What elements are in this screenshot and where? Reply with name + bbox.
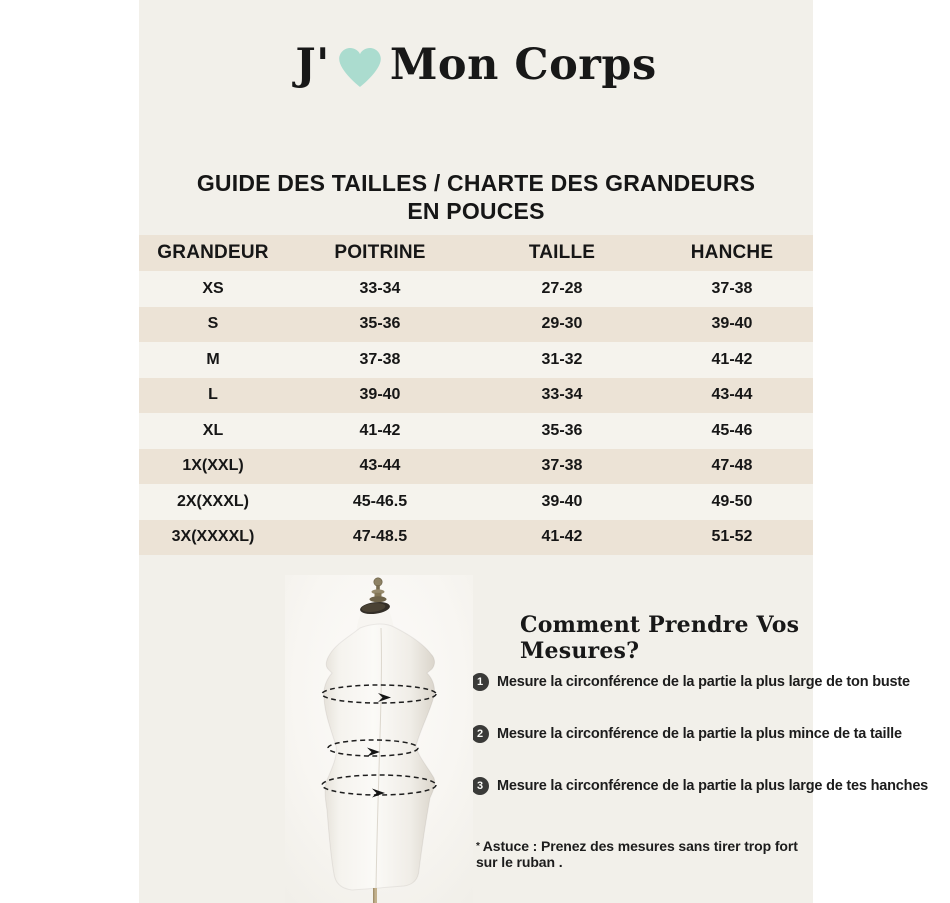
table-header-row: GRANDEUR POITRINE TAILLE HANCHE [139, 235, 813, 271]
table-cell: L [208, 386, 218, 404]
table-cell: 37-38 [711, 279, 753, 297]
table-row: 1X(XXL) 43-44 37-38 47-48 [139, 448, 813, 484]
measure-tip-text: Astuce : Prenez des mesures sans tirer t… [476, 838, 798, 870]
measure-step: 1 Mesure la circonférence de la partie la… [471, 672, 928, 691]
size-table: GRANDEUR POITRINE TAILLE HANCHE XS 33-34 27-28… [139, 235, 813, 555]
stand-pole-shadow [373, 888, 375, 903]
content-canvas: J' Mon Corps GUIDE DES TAILLES / CHARTE … [139, 0, 928, 903]
table-cell: 39-40 [541, 492, 583, 510]
waist-measure-line [327, 739, 419, 757]
table-cell: 35-36 [541, 421, 583, 439]
table-cell: TAILLE [528, 242, 596, 263]
table-cell: S [207, 315, 219, 333]
table-row: S 35-36 29-30 39-40 [139, 306, 813, 342]
table-cell: 51-52 [711, 528, 753, 546]
step-number-badge: 2 [471, 724, 489, 743]
table-row: 2X(XXXL) 45-46.5 39-40 49-50 [139, 484, 813, 520]
table-row: L 39-40 33-34 43-44 [139, 377, 813, 413]
table-cell: M [206, 350, 220, 368]
table-cell: 41-42 [359, 421, 401, 439]
table-cell: 29-30 [541, 315, 583, 333]
heart-icon [339, 47, 381, 87]
table-cell: 39-40 [711, 315, 753, 333]
table-cell: 41-42 [541, 528, 583, 546]
table-cell: HANCHE [690, 242, 774, 263]
hip-measure-line [321, 774, 437, 796]
brand-title: J' Mon Corps [139, 40, 813, 90]
table-cell: 45-46 [711, 421, 753, 439]
table-cell: 47-48 [711, 457, 753, 475]
table-row: M 37-38 31-32 41-42 [139, 342, 813, 378]
table-cell: XS [202, 279, 224, 297]
table-cell: 39-40 [359, 386, 401, 404]
table-cell: 27-28 [541, 279, 583, 297]
bust-measure-line [321, 684, 437, 704]
measures-title: Comment Prendre Vos Mesures? [520, 612, 800, 664]
stand-pole [373, 888, 377, 903]
mannequin-illustration [285, 575, 473, 903]
measure-steps: 1 Mesure la circonférence de la partie la… [471, 672, 928, 795]
table-cell: 2X(XXXL) [176, 492, 249, 510]
table-cell: 43-44 [359, 457, 401, 475]
table-cell: XL [202, 421, 224, 439]
table-row: XL 41-42 35-36 45-46 [139, 413, 813, 449]
hip-arrow-icon [372, 788, 385, 798]
measure-step: 3 Mesure la circonférence de la partie la… [471, 776, 928, 795]
table-cell: POITRINE [334, 242, 426, 263]
table-cell: 37-38 [359, 350, 401, 368]
table-cell: 31-32 [541, 350, 583, 368]
table-row: 3X(XXXXL) 47-48.5 41-42 51-52 [139, 519, 813, 555]
table-row: XS 33-34 27-28 37-38 [139, 271, 813, 307]
table-cell: 45-46.5 [352, 492, 408, 510]
table-cell: 33-34 [359, 279, 401, 297]
table-cell: 3X(XXXXL) [171, 528, 255, 546]
bust-arrow-icon [378, 693, 391, 702]
step-text: Mesure la circonférence de la partie la … [497, 777, 929, 794]
seam-line [375, 627, 382, 889]
table-cell: GRANDEUR [157, 242, 269, 263]
guide-heading-line2: EN POUCES [407, 198, 545, 224]
table-cell: 1X(XXL) [182, 457, 244, 475]
measure-tip: * Astuce : Prenez des mesures sans tirer … [476, 838, 813, 870]
asterisk-icon: * [476, 841, 480, 852]
table-cell: 47-48.5 [352, 528, 408, 546]
guide-heading: GUIDE DES TAILLES / CHARTE DES GRANDEURS… [139, 169, 813, 225]
neck-cap [360, 601, 390, 615]
guide-heading-line1: GUIDE DES TAILLES / CHARTE DES GRANDEURS [196, 170, 756, 196]
table-cell: 49-50 [711, 492, 753, 510]
table-cell: 35-36 [359, 315, 401, 333]
table-cell: 33-34 [541, 386, 583, 404]
brand-title-prefix: J' [295, 40, 330, 90]
table-cell: 41-42 [711, 350, 753, 368]
table-cell: 37-38 [541, 457, 583, 475]
step-text: Mesure la circonférence de la partie la … [497, 725, 902, 742]
finial-knob-icon [369, 577, 387, 603]
step-text: Mesure la circonférence de la partie la … [497, 673, 910, 690]
table-cell: 43-44 [711, 386, 753, 404]
waist-arrow-icon [367, 747, 380, 757]
step-number-badge: 1 [471, 672, 489, 691]
measure-step: 2 Mesure la circonférence de la partie la… [471, 724, 928, 743]
step-number-badge: 3 [471, 776, 489, 795]
brand-title-suffix: Mon Corps [389, 40, 657, 90]
